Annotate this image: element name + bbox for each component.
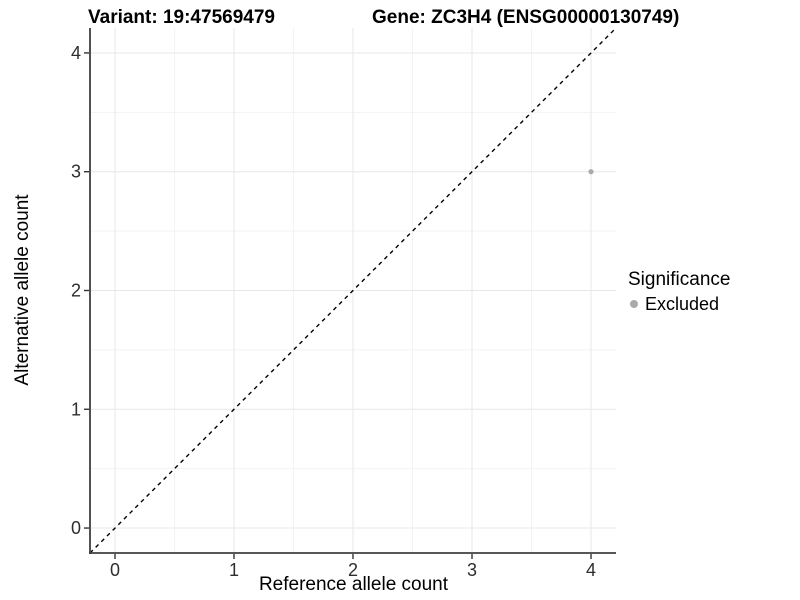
svg-text:1: 1 [71,399,81,419]
svg-text:0: 0 [71,518,81,538]
legend-item: Excluded [628,294,730,314]
svg-text:4: 4 [71,43,81,63]
svg-text:1: 1 [229,560,239,580]
plot-title-variant: Variant: 19:47569479 [88,7,275,28]
x-axis-tick-labels: 0 1 2 3 4 [110,560,596,580]
x-axis-title: Reference allele count [258,574,449,595]
y-axis-tick-labels: 0 1 2 3 4 [71,43,81,538]
legend-title: Significance [628,269,731,290]
svg-text:3: 3 [71,162,81,182]
svg-text:0: 0 [110,560,120,580]
axis-ticks [84,52,592,559]
svg-text:2: 2 [71,281,81,301]
plot-title-gene: Gene: ZC3H4 (ENSG00000130749) [372,7,680,28]
data-point [588,169,594,175]
svg-text:2: 2 [348,560,358,580]
identity-line [89,27,617,554]
svg-text:4: 4 [586,560,596,580]
legend-key-dot-icon [630,300,638,308]
legend: Significance Excluded [628,269,730,314]
legend-item-label: Excluded [645,294,720,314]
svg-text:3: 3 [467,560,477,580]
y-axis-title: Alternative allele count [12,194,33,386]
legend-items: Excluded [628,294,730,314]
